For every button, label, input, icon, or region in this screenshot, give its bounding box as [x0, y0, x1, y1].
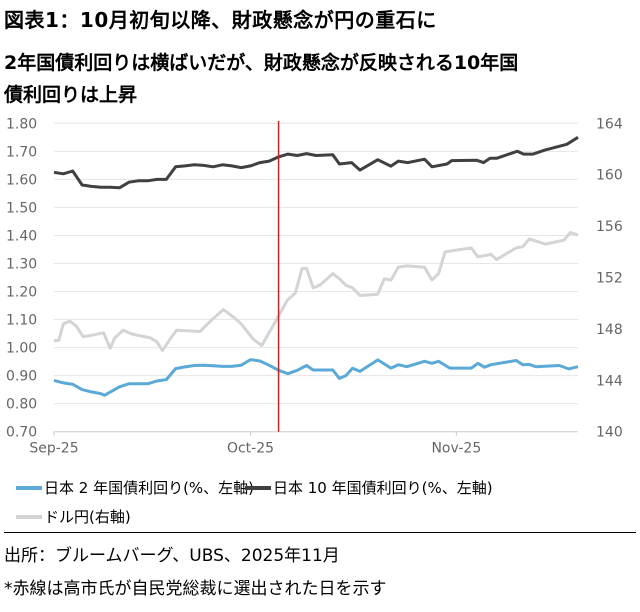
left-tick-label: 1.70	[6, 144, 37, 160]
left-tick-label: 1.10	[6, 313, 37, 329]
left-tick-label: 0.90	[6, 369, 37, 385]
chart-title: 図表1：10月初旬以降、財政懸念が円の重石に	[4, 8, 437, 32]
legend-label: ドル円(右軸)	[44, 508, 131, 526]
left-tick-label: 1.60	[6, 172, 37, 188]
legend-swatch-dark	[245, 485, 271, 490]
legend-item-jgb2: 日本 2 年国債利回り(%、左軸)	[16, 477, 254, 498]
right-tick-label: 148	[596, 322, 623, 338]
series-line-jgb10	[53, 136, 579, 190]
x-tick-label: Sep-25	[29, 441, 78, 457]
left-tick-label: 1.50	[6, 200, 37, 216]
gridlines	[54, 122, 578, 433]
right-tick-label: 156	[596, 219, 623, 235]
left-tick-label: 1.80	[6, 116, 37, 132]
right-axis-ticks: 140 144 148 152 156 160 164	[596, 116, 623, 440]
x-tick-label: Nov-25	[431, 441, 481, 457]
footnote: *赤線は高市氏が自民党総裁に選出された日を示す	[4, 579, 387, 599]
right-tick-label: 144	[596, 373, 623, 389]
divider	[4, 532, 636, 533]
left-tick-label: 1.30	[6, 256, 37, 272]
legend-label: 日本 10 年国債利回り(%、左軸)	[273, 479, 493, 497]
chart-subtitle-line1: 2年国債利回りは横ばいだが、財政懸念が反映される10年国	[4, 52, 519, 74]
series-lines	[53, 121, 579, 432]
series-line-usdjpy	[54, 231, 579, 353]
left-tick-label: 0.80	[6, 397, 37, 413]
left-tick-label: 1.40	[6, 228, 37, 244]
right-tick-label: 152	[596, 271, 623, 287]
left-tick-label: 1.20	[6, 285, 37, 301]
chart-subtitle-line2: 債利回りは上昇	[4, 84, 138, 106]
source-note: 出所：ブルームバーグ、UBS、2025年11月	[4, 546, 340, 566]
legend-item-jgb10: 日本 10 年国債利回り(%、左軸)	[245, 477, 493, 498]
x-tick-label: Oct-25	[227, 441, 274, 457]
right-tick-label: 160	[596, 168, 623, 184]
right-tick-label: 140	[596, 425, 623, 441]
series-line-jgb2	[53, 358, 579, 397]
legend-swatch-blue	[16, 485, 42, 490]
line-chart: 0.70 0.80 0.90 1.00 1.10 1.20 1.30 1.40 1.50 1.60…	[6, 116, 623, 457]
left-tick-label: 1.00	[6, 341, 37, 357]
legend-label: 日本 2 年国債利回り(%、左軸)	[44, 479, 255, 497]
left-tick-label: 0.70	[6, 425, 37, 441]
legend-swatch-gray	[16, 514, 42, 519]
right-tick-label: 164	[596, 116, 623, 132]
left-axis-ticks: 0.70 0.80 0.90 1.00 1.10 1.20 1.30 1.40 1.50 1.60…	[6, 116, 37, 440]
legend-item-usdjpy: ドル円(右軸)	[16, 506, 131, 527]
x-axis-ticks: Sep-25 Oct-25 Nov-25	[29, 431, 481, 457]
